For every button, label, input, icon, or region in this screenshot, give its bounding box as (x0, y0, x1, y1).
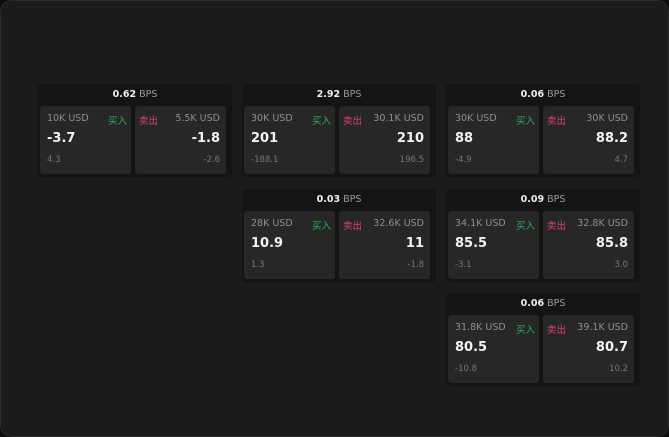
spread-value: 0.62 (112, 89, 137, 100)
buy-change: -3.1 (455, 260, 472, 270)
buy-price: 85.5 (455, 236, 488, 251)
buy-change: -10.8 (455, 364, 477, 374)
sell-label: 卖出 (547, 325, 567, 336)
buy-label: 买入 (311, 116, 331, 127)
buy-label: 买入 (311, 221, 331, 232)
buy-button[interactable]: 31.8K USD 买入 80.5 -10.8 (448, 315, 539, 383)
price-panel: 0.09 BPS 34.1K USD 买入 85.5 -3.1 32.8K US… (446, 189, 640, 282)
sell-price: 88.2 (595, 131, 628, 146)
buy-change: 1.3 (251, 260, 265, 270)
buy-change: 4.3 (47, 155, 61, 165)
spread-header: 0.06 BPS (446, 293, 640, 314)
spread-header: 2.92 BPS (242, 84, 436, 105)
price-panel: 0.06 BPS 31.8K USD 买入 80.5 -10.8 39.1K U… (446, 293, 640, 386)
buy-label: 买入 (515, 325, 535, 336)
sell-size: 5.5K USD (175, 113, 220, 124)
buy-label: 买入 (515, 116, 535, 127)
buy-button[interactable]: 30K USD 买入 201 -188.1 (244, 106, 335, 174)
buy-change: -4.9 (455, 155, 472, 165)
buy-price: 10.9 (251, 236, 284, 251)
spread-unit: BPS (343, 194, 362, 205)
sell-change: -1.8 (407, 260, 424, 270)
sell-size: 30K USD (586, 113, 628, 124)
sell-button[interactable]: 32.6K USD 卖出 11 -1.8 (339, 211, 430, 279)
sell-label: 卖出 (547, 221, 567, 232)
spread-header: 0.62 BPS (38, 84, 232, 105)
buy-size: 28K USD (251, 218, 293, 229)
buy-price: 80.5 (455, 340, 488, 355)
sell-price: 85.8 (595, 236, 628, 251)
spread-value: 0.06 (520, 89, 545, 100)
buy-change: -188.1 (251, 155, 279, 165)
buy-button[interactable]: 34.1K USD 买入 85.5 -3.1 (448, 211, 539, 279)
sell-label: 卖出 (343, 221, 363, 232)
sell-size: 39.1K USD (577, 322, 628, 333)
sell-label: 卖出 (343, 116, 363, 127)
sell-change: 4.7 (614, 155, 628, 165)
sell-size: 32.8K USD (577, 218, 628, 229)
buy-label: 买入 (107, 116, 127, 127)
buy-price: 88 (455, 131, 474, 146)
sell-change: -2.6 (203, 155, 220, 165)
price-panel: 2.92 BPS 30K USD 买入 201 -188.1 30.1K USD… (242, 84, 436, 177)
buy-price: 201 (251, 131, 279, 146)
sell-change: 196.5 (399, 155, 424, 165)
buy-size: 10K USD (47, 113, 89, 124)
sell-label: 卖出 (139, 116, 159, 127)
sell-button[interactable]: 30K USD 卖出 88.2 4.7 (543, 106, 634, 174)
sell-size: 32.6K USD (373, 218, 424, 229)
buy-button[interactable]: 10K USD 买入 -3.7 4.3 (40, 106, 131, 174)
spread-value: 0.09 (520, 194, 545, 205)
buy-size: 30K USD (251, 113, 293, 124)
sell-button[interactable]: 32.8K USD 卖出 85.8 3.0 (543, 211, 634, 279)
sell-change: 10.2 (609, 364, 628, 374)
sell-button[interactable]: 30.1K USD 卖出 210 196.5 (339, 106, 430, 174)
sell-size: 30.1K USD (373, 113, 424, 124)
price-panel: 0.06 BPS 30K USD 买入 88 -4.9 30K USD 卖出 8… (446, 84, 640, 177)
spread-header: 0.03 BPS (242, 189, 436, 210)
sell-button[interactable]: 5.5K USD 卖出 -1.8 -2.6 (135, 106, 226, 174)
sell-price: 210 (396, 131, 424, 146)
spread-unit: BPS (343, 89, 362, 100)
spread-value: 0.03 (316, 194, 341, 205)
sell-price: 80.7 (595, 340, 628, 355)
spread-unit: BPS (139, 89, 158, 100)
buy-size: 34.1K USD (455, 218, 506, 229)
buy-button[interactable]: 28K USD 买入 10.9 1.3 (244, 211, 335, 279)
sell-button[interactable]: 39.1K USD 卖出 80.7 10.2 (543, 315, 634, 383)
price-panel: 0.62 BPS 10K USD 买入 -3.7 4.3 5.5K USD 卖出… (38, 84, 232, 177)
buy-size: 31.8K USD (455, 322, 506, 333)
buy-price: -3.7 (47, 131, 76, 146)
buy-label: 买入 (515, 221, 535, 232)
price-panel: 0.03 BPS 28K USD 买入 10.9 1.3 32.6K USD 卖… (242, 189, 436, 282)
sell-change: 3.0 (614, 260, 628, 270)
sell-price: 11 (405, 236, 424, 251)
spread-header: 0.06 BPS (446, 84, 640, 105)
sell-label: 卖出 (547, 116, 567, 127)
spread-header: 0.09 BPS (446, 189, 640, 210)
spread-unit: BPS (547, 89, 566, 100)
spread-unit: BPS (547, 298, 566, 309)
sell-price: -1.8 (191, 131, 220, 146)
spread-value: 0.06 (520, 298, 545, 309)
spread-unit: BPS (547, 194, 566, 205)
spread-value: 2.92 (316, 89, 341, 100)
buy-button[interactable]: 30K USD 买入 88 -4.9 (448, 106, 539, 174)
buy-size: 30K USD (455, 113, 497, 124)
